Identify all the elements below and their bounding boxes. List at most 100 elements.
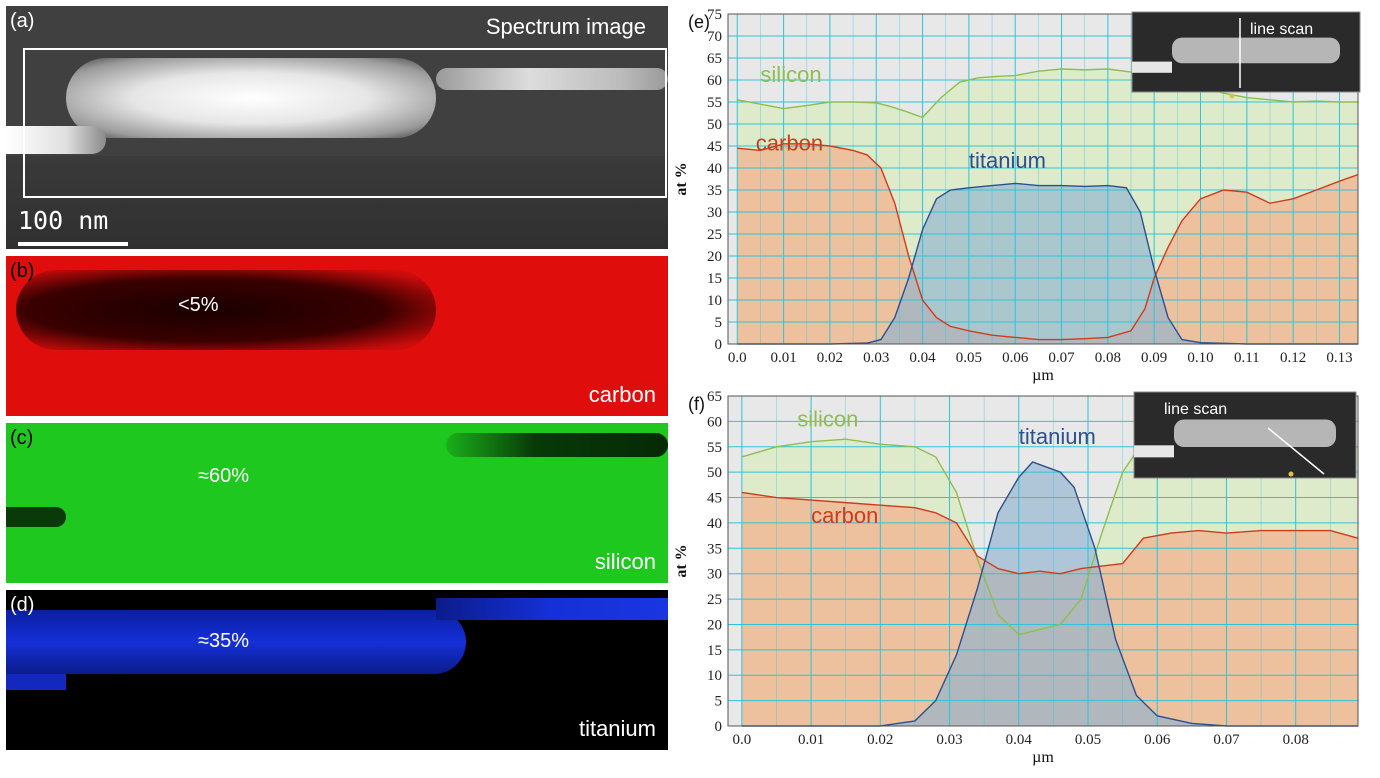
- line-scan-marker: [1267, 427, 1325, 475]
- y-tick-label: 25: [707, 592, 722, 608]
- panel-label: (e): [688, 12, 710, 32]
- x-tick-label: 0.05: [956, 350, 982, 366]
- y-tick-label: 50: [707, 117, 722, 133]
- carbon-line: [737, 143, 1359, 341]
- titanium-streak-left: [6, 674, 66, 690]
- line-scan-inset: line scan: [1131, 11, 1361, 99]
- x-tick-label: 0.07: [1048, 350, 1075, 366]
- inset-left-streak: [1134, 445, 1174, 458]
- y-tick-label: 0: [715, 337, 723, 353]
- x-tick-label: 0.02: [817, 350, 843, 366]
- x-tick-label: 0.12: [1280, 350, 1306, 366]
- y-tick-label: 65: [707, 389, 722, 405]
- titanium-series-label: titanium: [969, 148, 1046, 173]
- silicon-percentage: ≈60%: [198, 465, 250, 487]
- x-tick-label: 0.04: [909, 350, 936, 366]
- y-tick-label: 30: [707, 567, 722, 583]
- y-tick-label: 50: [707, 465, 722, 481]
- y-tick-label: 40: [707, 516, 722, 532]
- line-scan-inset: line scan: [1133, 391, 1357, 479]
- inset-position-marker: [1229, 93, 1235, 99]
- inset-rod: [1172, 37, 1340, 64]
- x-tick-label: 0.03: [936, 732, 962, 748]
- inset-rod: [1174, 419, 1336, 448]
- y-tick-label: 75: [707, 7, 722, 23]
- x-tick-label: 0.01: [798, 732, 824, 748]
- inset-position-marker: [1288, 471, 1294, 477]
- panel-label: (f): [688, 394, 705, 414]
- y-tick-label: 60: [707, 73, 722, 89]
- silicon-map-panel: (c) ≈60% silicon: [6, 423, 668, 583]
- carbon-series-label: carbon: [811, 503, 878, 528]
- x-axis-label: µm: [1032, 367, 1054, 384]
- titanium-series-label: titanium: [1019, 424, 1096, 449]
- x-tick-label: 0.13: [1326, 350, 1352, 366]
- y-axis-label: at %: [673, 544, 690, 577]
- x-tick-label: 0.03: [863, 350, 889, 366]
- silicon-dark-streak-left: [6, 507, 66, 527]
- scale-bar: [18, 242, 128, 246]
- y-tick-label: 25: [707, 227, 722, 243]
- inset-label: line scan: [1164, 401, 1227, 418]
- titanium-map-panel: (d) ≈35% titanium: [6, 590, 668, 750]
- inset-label: line scan: [1250, 21, 1313, 38]
- y-tick-label: 60: [707, 414, 722, 430]
- spectrum-image-title: Spectrum image: [485, 14, 646, 39]
- y-tick-label: 20: [707, 249, 722, 265]
- x-tick-label: 0.02: [867, 732, 893, 748]
- y-tick-label: 55: [707, 440, 722, 456]
- region-of-interest-box: [23, 48, 667, 198]
- silicon-series-label: silicon: [760, 62, 821, 87]
- y-tick-label: 30: [707, 205, 722, 221]
- titanium-streak-right: [436, 598, 668, 620]
- y-tick-label: 10: [707, 293, 722, 309]
- x-tick-label: 0.0: [728, 350, 747, 366]
- x-tick-label: 0.06: [1144, 732, 1171, 748]
- plot-frame: [727, 395, 1359, 727]
- titanium-percentage: ≈35%: [198, 630, 250, 652]
- x-tick-label: 0.05: [1075, 732, 1101, 748]
- x-tick-label: 0.09: [1141, 350, 1167, 366]
- silicon-dark-streak-top: [446, 433, 668, 457]
- y-tick-label: 70: [707, 29, 722, 45]
- x-tick-label: 0.08: [1283, 732, 1309, 748]
- y-tick-label: 45: [707, 491, 722, 507]
- spectrum-image-panel: (a) Spectrum image 100 nm: [6, 6, 668, 249]
- panel-label-b: (b): [10, 260, 35, 282]
- line-scan-chart-e: 0 5 10 15 20 25 30 35 40 45 50 55 60 65 70 75 0.0 0.01 0.0…: [673, 7, 1361, 384]
- x-tick-label: 0.04: [1006, 732, 1033, 748]
- y-tick-label: 10: [707, 668, 722, 684]
- y-tick-label: 5: [715, 315, 723, 331]
- carbon-line: [741, 491, 1359, 575]
- inset-left-streak: [1132, 61, 1172, 73]
- silicon-line: [737, 68, 1358, 119]
- carbon-percentage: <5%: [178, 294, 219, 316]
- titanium-line: [741, 461, 1358, 727]
- y-tick-label: 15: [707, 271, 722, 287]
- titanium-area: [741, 462, 1358, 726]
- silicon-series-label: silicon: [797, 406, 858, 431]
- y-tick-label: 35: [707, 183, 722, 199]
- x-tick-label: 0.06: [1002, 350, 1029, 366]
- line-scan-chart-f: 0 5 10 15 20 25 30 35 40 45 50 55 60 65 0.0 0.01 0.02 0.0…: [673, 389, 1359, 766]
- y-tick-label: 35: [707, 541, 722, 557]
- titanium-area: [737, 183, 1358, 344]
- silicon-map-label: silicon: [594, 549, 656, 574]
- dark-band: [6, 156, 668, 249]
- y-tick-label: 40: [707, 161, 722, 177]
- carbon-area: [737, 143, 1358, 344]
- titanium-bright-region: [6, 610, 466, 674]
- panel-label-a: (a): [10, 10, 35, 32]
- x-tick-label: 0.01: [770, 350, 796, 366]
- plot-frame: [727, 13, 1359, 345]
- bright-rod: [66, 58, 436, 138]
- titanium-line: [737, 182, 1358, 345]
- x-axis-label: µm: [1032, 749, 1054, 766]
- carbon-series-label: carbon: [756, 130, 823, 155]
- y-tick-label: 65: [707, 51, 722, 67]
- y-tick-label: 15: [707, 643, 722, 659]
- bright-streak-left: [6, 126, 106, 154]
- x-tick-label: 0.10: [1187, 350, 1213, 366]
- scale-bar-label: 100 nm: [18, 206, 109, 235]
- x-tick-label: 0.07: [1213, 732, 1240, 748]
